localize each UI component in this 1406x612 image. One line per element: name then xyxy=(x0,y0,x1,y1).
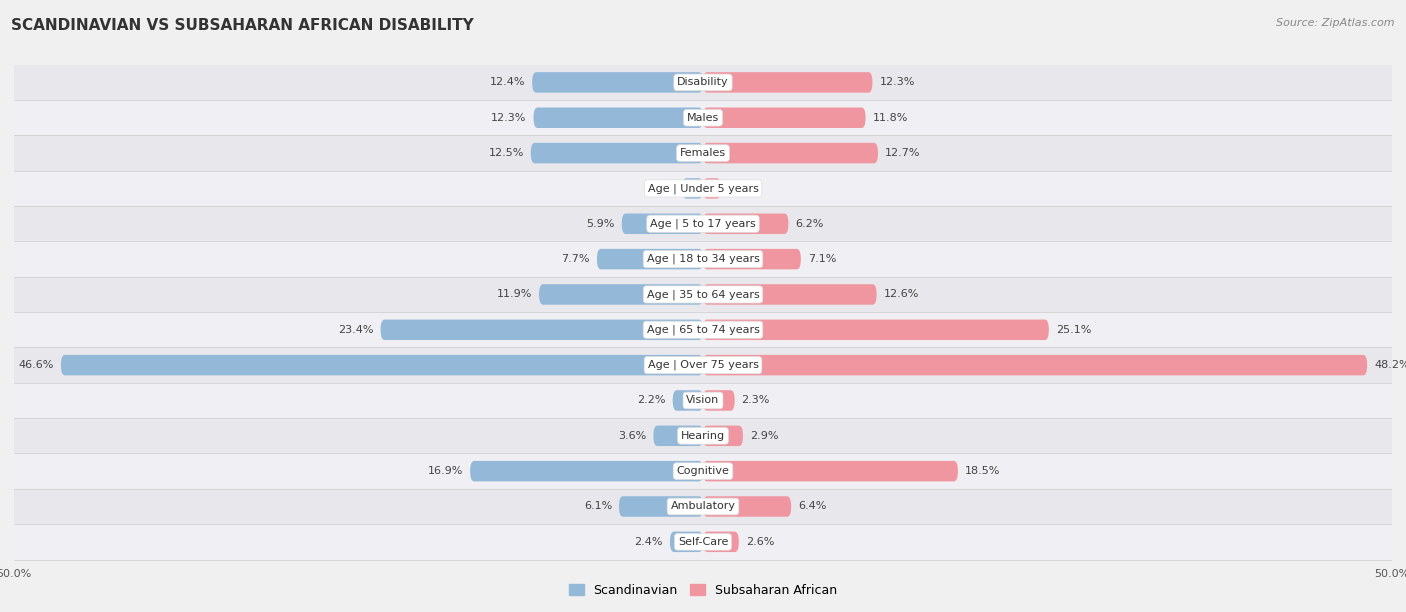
Text: 12.7%: 12.7% xyxy=(884,148,921,158)
FancyBboxPatch shape xyxy=(703,143,877,163)
Bar xyxy=(14,524,1392,559)
FancyBboxPatch shape xyxy=(538,284,703,305)
Text: Cognitive: Cognitive xyxy=(676,466,730,476)
FancyBboxPatch shape xyxy=(703,108,866,128)
Bar xyxy=(14,100,1392,135)
Text: Disability: Disability xyxy=(678,77,728,88)
Text: 12.3%: 12.3% xyxy=(491,113,527,123)
Text: Age | Over 75 years: Age | Over 75 years xyxy=(648,360,758,370)
Text: 1.3%: 1.3% xyxy=(728,184,756,193)
FancyBboxPatch shape xyxy=(703,214,789,234)
Text: 5.9%: 5.9% xyxy=(586,218,614,229)
Bar xyxy=(14,418,1392,453)
FancyBboxPatch shape xyxy=(703,532,738,552)
Bar xyxy=(14,242,1392,277)
Text: 2.9%: 2.9% xyxy=(749,431,779,441)
Text: 6.2%: 6.2% xyxy=(796,218,824,229)
Text: 48.2%: 48.2% xyxy=(1374,360,1406,370)
Bar xyxy=(14,135,1392,171)
Text: 16.9%: 16.9% xyxy=(427,466,463,476)
FancyBboxPatch shape xyxy=(703,496,792,517)
Bar xyxy=(14,348,1392,382)
Text: Males: Males xyxy=(688,113,718,123)
FancyBboxPatch shape xyxy=(381,319,703,340)
FancyBboxPatch shape xyxy=(703,178,721,199)
Text: 6.1%: 6.1% xyxy=(583,501,612,512)
Text: 2.6%: 2.6% xyxy=(745,537,775,547)
FancyBboxPatch shape xyxy=(598,249,703,269)
Text: Age | 35 to 64 years: Age | 35 to 64 years xyxy=(647,289,759,300)
Text: Vision: Vision xyxy=(686,395,720,406)
Text: Self-Care: Self-Care xyxy=(678,537,728,547)
Text: 6.4%: 6.4% xyxy=(799,501,827,512)
FancyBboxPatch shape xyxy=(703,319,1049,340)
Text: 12.4%: 12.4% xyxy=(489,77,526,88)
Text: Age | Under 5 years: Age | Under 5 years xyxy=(648,183,758,193)
FancyBboxPatch shape xyxy=(703,425,742,446)
Bar xyxy=(14,206,1392,242)
Text: 2.2%: 2.2% xyxy=(637,395,666,406)
FancyBboxPatch shape xyxy=(672,390,703,411)
Bar xyxy=(14,277,1392,312)
FancyBboxPatch shape xyxy=(619,496,703,517)
FancyBboxPatch shape xyxy=(682,178,703,199)
Text: 11.8%: 11.8% xyxy=(873,113,908,123)
Text: 7.7%: 7.7% xyxy=(561,254,591,264)
FancyBboxPatch shape xyxy=(703,461,957,482)
FancyBboxPatch shape xyxy=(703,390,735,411)
FancyBboxPatch shape xyxy=(60,355,703,375)
Text: Hearing: Hearing xyxy=(681,431,725,441)
FancyBboxPatch shape xyxy=(703,284,876,305)
FancyBboxPatch shape xyxy=(533,108,703,128)
Bar xyxy=(14,171,1392,206)
FancyBboxPatch shape xyxy=(654,425,703,446)
FancyBboxPatch shape xyxy=(531,143,703,163)
Text: 7.1%: 7.1% xyxy=(807,254,837,264)
Text: 2.3%: 2.3% xyxy=(741,395,770,406)
Text: 23.4%: 23.4% xyxy=(339,325,374,335)
Text: 3.6%: 3.6% xyxy=(619,431,647,441)
Text: Age | 5 to 17 years: Age | 5 to 17 years xyxy=(650,218,756,229)
Text: 11.9%: 11.9% xyxy=(496,289,531,299)
Text: Source: ZipAtlas.com: Source: ZipAtlas.com xyxy=(1277,18,1395,28)
Text: 12.3%: 12.3% xyxy=(879,77,915,88)
Bar xyxy=(14,382,1392,418)
Text: 1.5%: 1.5% xyxy=(647,184,675,193)
Text: SCANDINAVIAN VS SUBSAHARAN AFRICAN DISABILITY: SCANDINAVIAN VS SUBSAHARAN AFRICAN DISAB… xyxy=(11,18,474,34)
Text: 12.6%: 12.6% xyxy=(883,289,920,299)
Text: 25.1%: 25.1% xyxy=(1056,325,1091,335)
FancyBboxPatch shape xyxy=(703,355,1367,375)
Text: 2.4%: 2.4% xyxy=(634,537,664,547)
FancyBboxPatch shape xyxy=(669,532,703,552)
FancyBboxPatch shape xyxy=(703,72,873,92)
Text: 46.6%: 46.6% xyxy=(18,360,53,370)
Text: Age | 18 to 34 years: Age | 18 to 34 years xyxy=(647,254,759,264)
FancyBboxPatch shape xyxy=(531,72,703,92)
FancyBboxPatch shape xyxy=(621,214,703,234)
Text: Females: Females xyxy=(681,148,725,158)
FancyBboxPatch shape xyxy=(470,461,703,482)
Bar xyxy=(14,65,1392,100)
Bar xyxy=(14,312,1392,348)
Bar xyxy=(14,453,1392,489)
Text: Age | 65 to 74 years: Age | 65 to 74 years xyxy=(647,324,759,335)
FancyBboxPatch shape xyxy=(703,249,801,269)
Text: Ambulatory: Ambulatory xyxy=(671,501,735,512)
Bar xyxy=(14,489,1392,524)
Legend: Scandinavian, Subsaharan African: Scandinavian, Subsaharan African xyxy=(564,579,842,602)
Text: 18.5%: 18.5% xyxy=(965,466,1000,476)
Text: 12.5%: 12.5% xyxy=(488,148,524,158)
